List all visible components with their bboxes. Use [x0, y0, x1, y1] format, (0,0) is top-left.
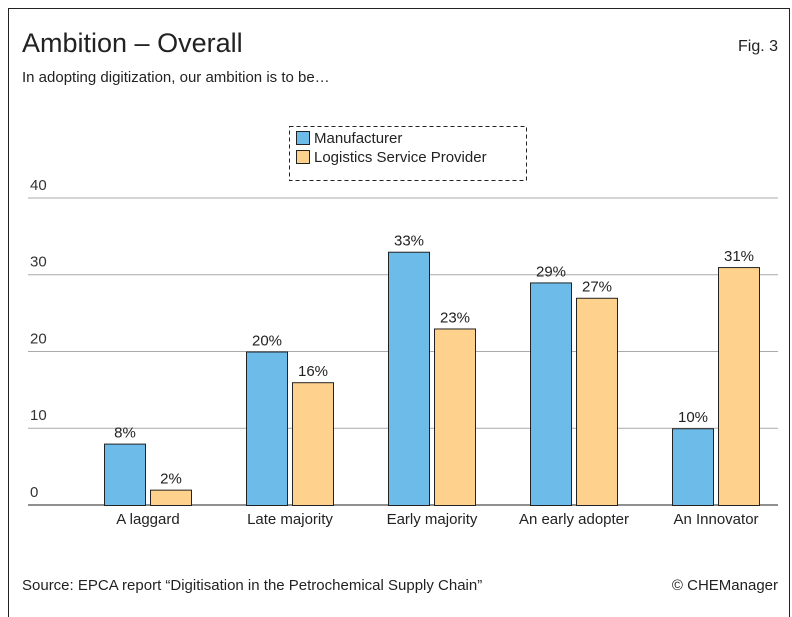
bar — [104, 443, 146, 507]
value-label: 33% — [394, 233, 424, 250]
chart-title: Ambition – Overall — [22, 28, 243, 58]
x-tick-label: An early adopter — [519, 511, 629, 528]
value-label: 8% — [114, 425, 136, 442]
x-tick-label: Late majority — [247, 511, 333, 528]
value-label: 23% — [440, 309, 470, 326]
y-tick-label: 0 — [30, 484, 38, 501]
y-tick-label: 10 — [30, 407, 47, 424]
value-label: 20% — [252, 332, 282, 349]
figure-label: Fig. 3 — [738, 38, 778, 55]
value-label: 31% — [724, 248, 754, 265]
bar — [246, 351, 288, 506]
legend-box — [289, 126, 527, 181]
bar — [434, 328, 476, 506]
y-tick-label: 20 — [30, 330, 47, 347]
source: Source: EPCA report “Digitisation in the… — [22, 577, 482, 594]
value-label: 29% — [536, 263, 566, 280]
bar — [672, 428, 714, 506]
value-label: 16% — [298, 363, 328, 380]
bar — [576, 297, 618, 506]
bar — [388, 251, 430, 506]
value-label: 2% — [160, 471, 182, 488]
x-tick-label: An Innovator — [673, 511, 758, 528]
credit: © CHEManager — [672, 577, 778, 594]
value-label: 10% — [678, 409, 708, 426]
legend-swatch — [296, 150, 310, 164]
bar — [150, 489, 192, 506]
bar — [292, 382, 334, 507]
y-tick-label: 30 — [30, 254, 47, 271]
value-label: 27% — [582, 279, 612, 296]
legend-label: Manufacturer — [314, 130, 402, 147]
legend-swatch — [296, 131, 310, 145]
x-tick-label: A laggard — [116, 511, 179, 528]
bar — [530, 282, 572, 506]
subtitle: In adopting digitization, our ambition i… — [22, 69, 330, 86]
y-tick-label: 40 — [30, 177, 47, 194]
legend-label: Logistics Service Provider — [314, 149, 487, 166]
bar — [718, 267, 760, 507]
x-tick-label: Early majority — [387, 511, 478, 528]
frame — [8, 8, 790, 617]
